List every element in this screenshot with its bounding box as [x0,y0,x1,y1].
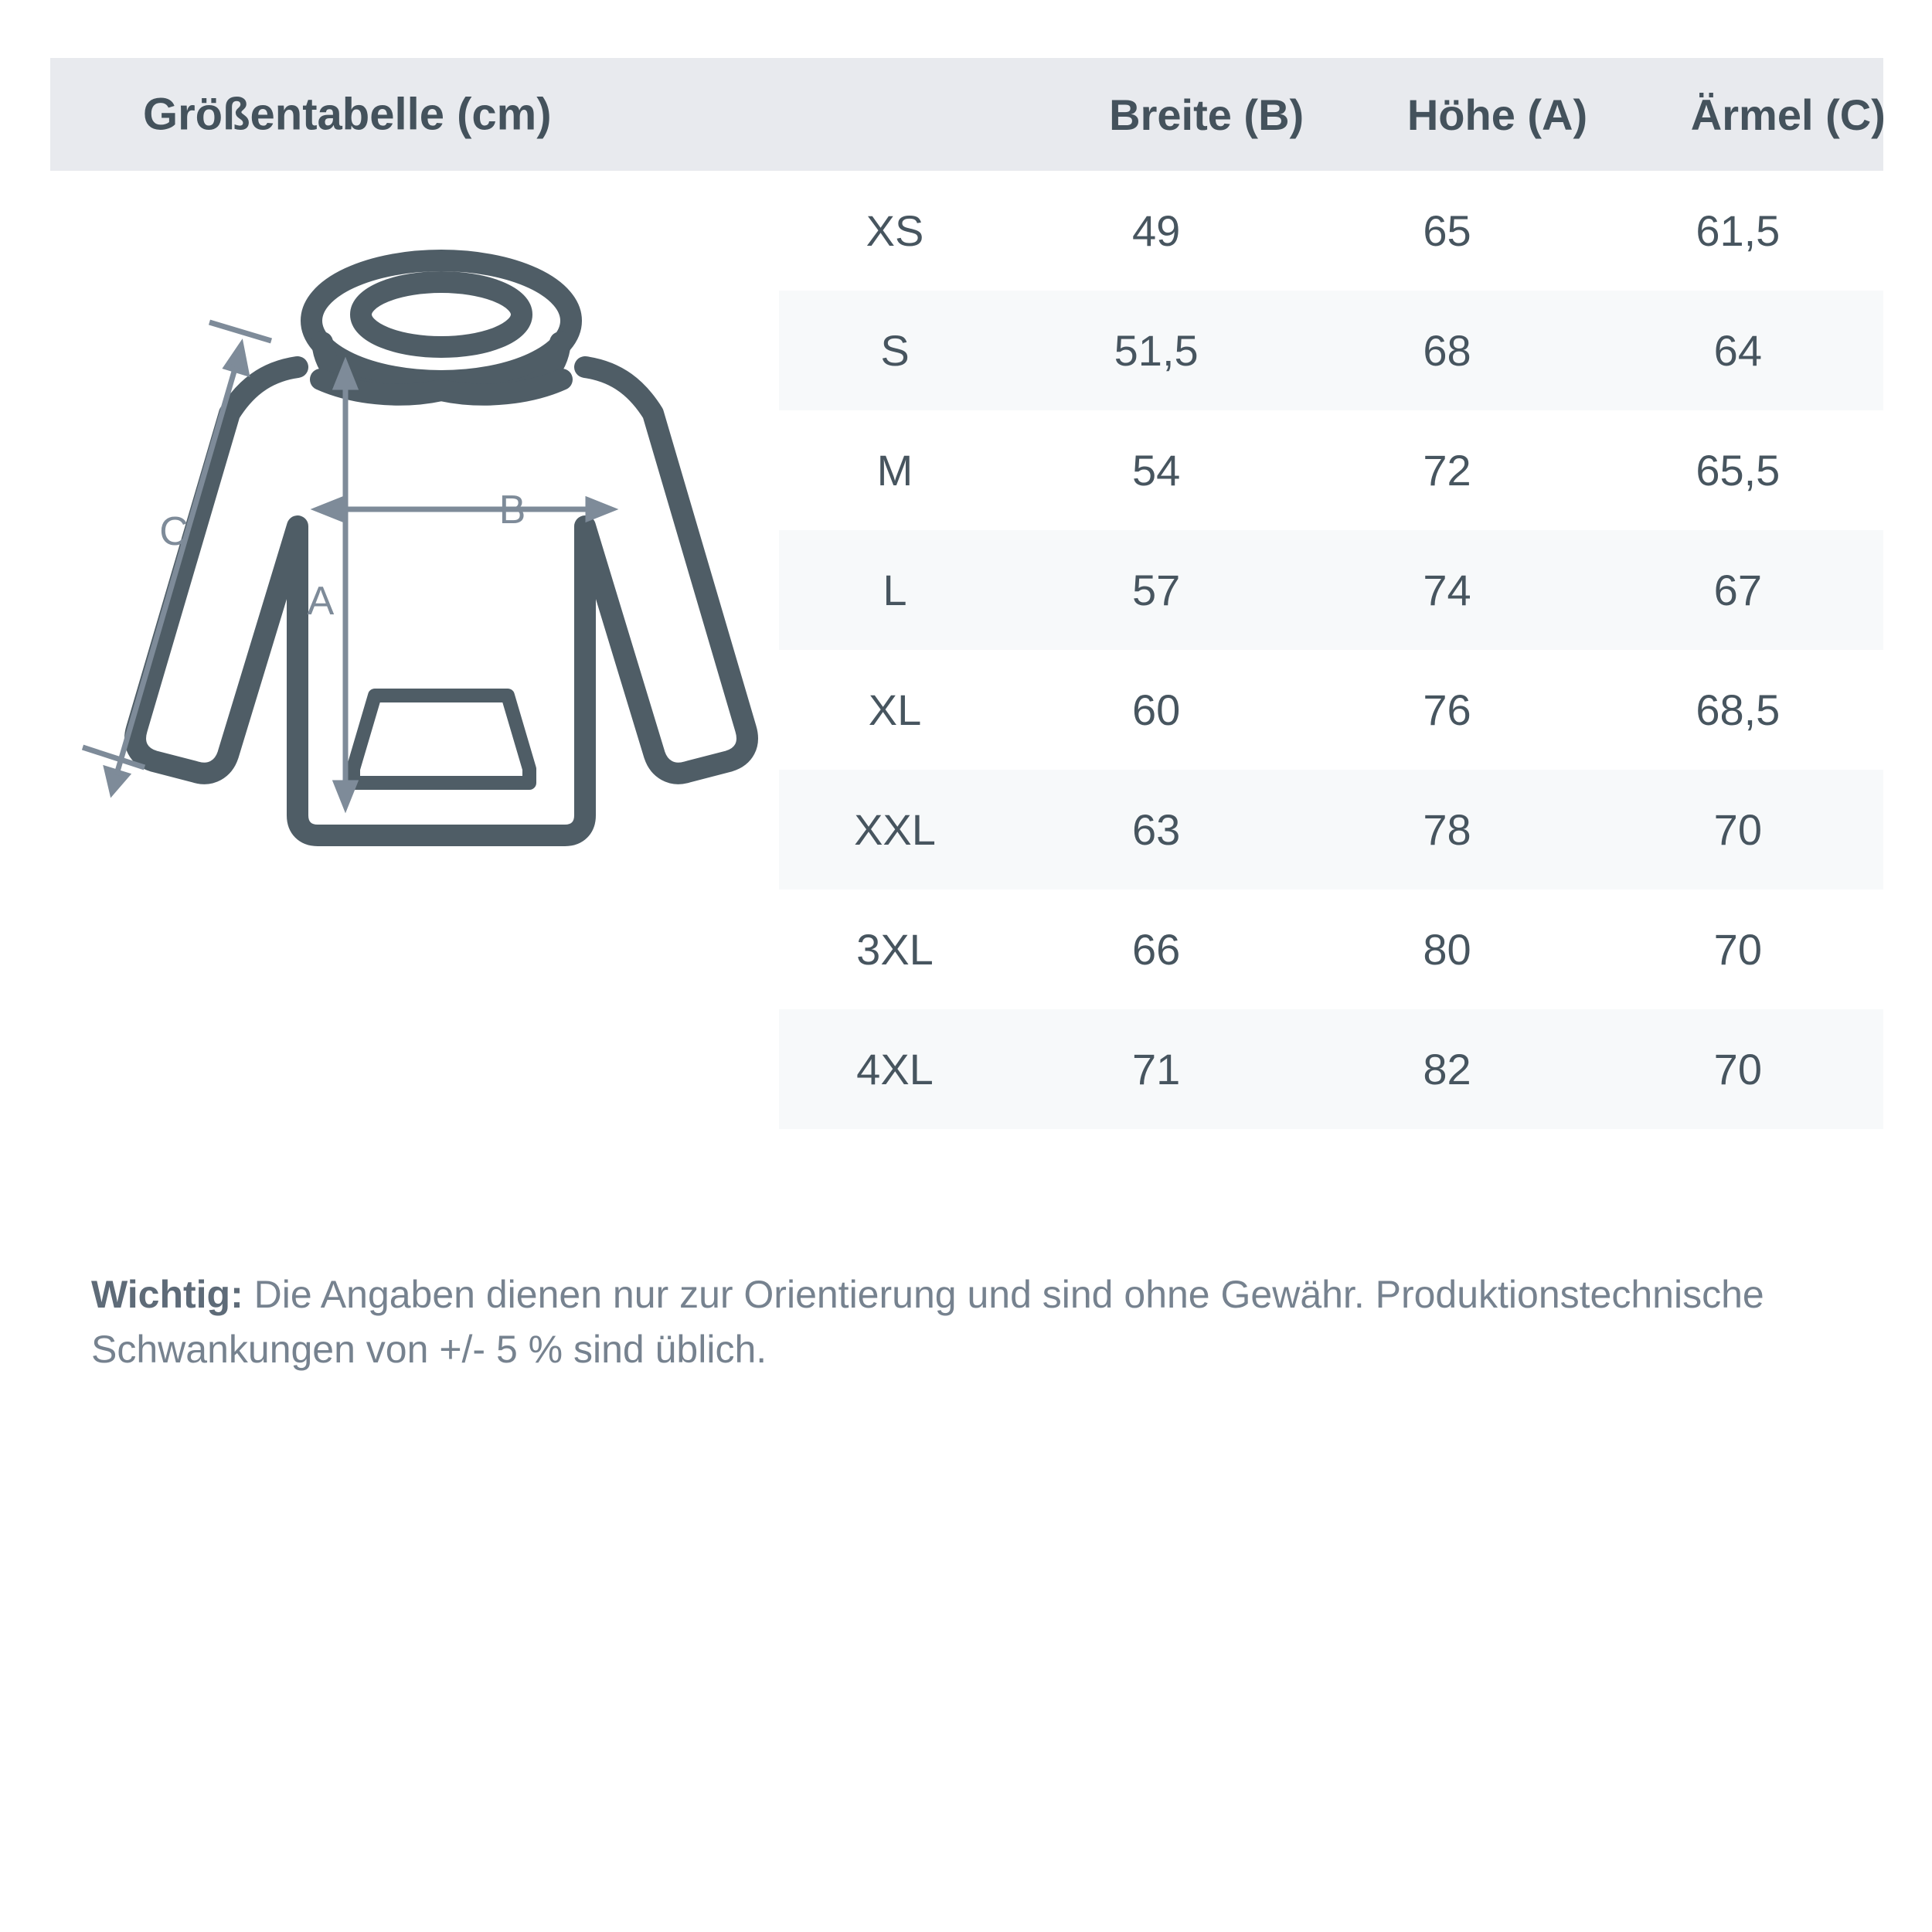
cell-hoehe: 80 [1423,925,1471,974]
column-header-breite: Breite (B) [1109,90,1304,139]
cell-size: XS [866,206,924,255]
dimension-arrow-a-top [332,356,359,390]
cell-hoehe: 65 [1423,206,1471,255]
cell-hoehe: 74 [1423,566,1471,614]
table-row: 3XL 66 80 70 [779,889,1883,1009]
cell-size: XXL [854,805,936,854]
cell-breite: 63 [1132,805,1181,854]
size-table: XS 49 65 61,5 S 51,5 68 64 M 54 72 65,5 … [779,171,1883,1129]
dimension-lines [81,319,619,814]
dimension-arrow-a-bottom [332,780,359,814]
cell-aermel: 70 [1713,805,1762,854]
dimension-line-c [113,360,240,777]
cell-hoehe: 78 [1423,805,1471,854]
table-row: L 57 74 67 [779,530,1883,650]
dimension-arrow-b-right [585,495,619,523]
cell-aermel: 70 [1713,925,1762,974]
column-header-hoehe: Höhe (A) [1406,90,1588,139]
cell-aermel: 67 [1713,566,1762,614]
cell-size: M [876,446,913,495]
table-row: XS 49 65 61,5 [779,171,1883,291]
cell-size: S [880,326,910,375]
cell-aermel: 65,5 [1696,446,1781,495]
table-row: XXL 63 78 70 [779,770,1883,889]
cell-breite: 71 [1132,1045,1181,1094]
cell-hoehe: 68 [1423,326,1471,375]
cell-size: 4XL [856,1045,934,1094]
page-title: Größentabelle (cm) [143,89,552,140]
hoodie-outline-icon [124,250,758,846]
table-row: S 51,5 68 64 [779,291,1883,410]
hoodie-body-path [124,356,758,846]
column-header-aermel: Ärmel (C) [1690,90,1886,139]
dimension-labels: B A C [159,488,526,624]
cell-breite: 57 [1132,566,1181,614]
cell-hoehe: 72 [1423,446,1471,495]
cell-breite: 49 [1132,206,1181,255]
dimension-label-a: A [308,579,335,624]
table-header-band: Größentabelle (cm) Breite (B) Höhe (A) Ä… [50,58,1886,171]
table-row: 4XL 71 82 70 [779,1009,1883,1129]
cell-hoehe: 82 [1423,1045,1471,1094]
cell-breite: 60 [1132,685,1181,734]
cell-hoehe: 76 [1423,685,1471,734]
column-headers: Breite (B) Höhe (A) Ärmel (C) [829,58,1932,171]
cell-size: L [883,566,907,614]
cell-aermel: 61,5 [1696,206,1781,255]
cell-aermel: 68,5 [1696,685,1781,734]
dimension-tick-c-top [208,319,273,344]
cell-size: 3XL [856,925,934,974]
dimension-arrow-b-left [310,495,344,523]
dimension-arrow-c-top [222,338,250,378]
footnote-label: Wichtig: [91,1273,243,1316]
table-row: XL 60 76 68,5 [779,650,1883,770]
hood-inner-ellipse [350,271,532,358]
cell-aermel: 70 [1713,1045,1762,1094]
cell-breite: 51,5 [1114,326,1199,375]
hoodie-diagram: B A C [66,228,761,854]
footnote-text: Die Angaben dienen nur zur Orientierung … [91,1273,1764,1371]
cell-size: XL [868,685,922,734]
dimension-tick-c-bottom [81,744,146,770]
table-row: M 54 72 65,5 [779,410,1883,530]
dimension-arrow-c-bottom [103,764,132,798]
hoodie-pocket-icon [346,689,536,790]
cell-breite: 54 [1132,446,1181,495]
dimension-label-c: C [159,509,189,554]
dimension-label-b: B [499,488,526,532]
footnote: Wichtig: Die Angaben dienen nur zur Orie… [91,1267,1869,1377]
cell-aermel: 64 [1713,326,1762,375]
cell-breite: 66 [1132,925,1181,974]
